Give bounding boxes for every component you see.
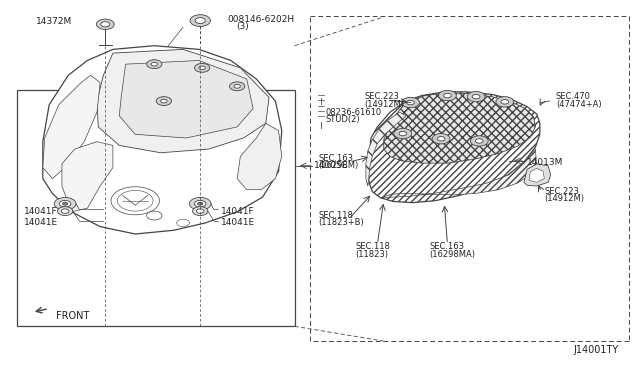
Circle shape	[432, 134, 450, 144]
Polygon shape	[369, 92, 540, 203]
Text: STUD(2): STUD(2)	[326, 115, 360, 124]
Polygon shape	[43, 75, 100, 179]
Text: SEC.163: SEC.163	[429, 243, 465, 251]
Circle shape	[198, 202, 203, 205]
Text: 14005E: 14005E	[314, 161, 348, 170]
Circle shape	[438, 90, 456, 101]
Text: (47474+A): (47474+A)	[556, 100, 602, 109]
Circle shape	[230, 82, 245, 91]
Text: 14372M: 14372M	[36, 17, 73, 26]
Circle shape	[467, 92, 485, 102]
Circle shape	[501, 100, 509, 104]
Polygon shape	[237, 123, 282, 190]
Circle shape	[394, 128, 412, 139]
Circle shape	[437, 137, 445, 141]
Text: J14001TY: J14001TY	[573, 345, 618, 355]
Text: (11823+B): (11823+B)	[319, 218, 364, 227]
Text: FRONT: FRONT	[56, 311, 89, 321]
Polygon shape	[524, 164, 550, 186]
Text: 14013M: 14013M	[527, 157, 563, 167]
Text: (14912M): (14912M)	[544, 195, 584, 203]
Circle shape	[111, 187, 159, 215]
Circle shape	[472, 94, 480, 99]
Circle shape	[151, 62, 157, 66]
Circle shape	[100, 22, 109, 27]
Polygon shape	[119, 61, 253, 138]
Polygon shape	[529, 168, 544, 182]
Text: SEC.223: SEC.223	[544, 187, 579, 196]
Text: SEC.470: SEC.470	[556, 92, 591, 101]
Circle shape	[476, 139, 483, 143]
Circle shape	[161, 99, 167, 103]
Circle shape	[199, 66, 205, 70]
Polygon shape	[384, 93, 536, 163]
Circle shape	[147, 211, 162, 220]
Circle shape	[54, 198, 76, 210]
Text: (11823): (11823)	[355, 250, 388, 259]
Text: 14041E: 14041E	[221, 218, 255, 227]
Circle shape	[195, 17, 205, 23]
Circle shape	[401, 97, 419, 108]
Circle shape	[399, 131, 406, 136]
Circle shape	[189, 198, 211, 210]
Circle shape	[470, 136, 488, 146]
Text: 14041F: 14041F	[24, 207, 58, 217]
Text: 008146-6202H: 008146-6202H	[228, 15, 295, 23]
Circle shape	[496, 97, 514, 107]
Circle shape	[156, 97, 172, 106]
Circle shape	[61, 209, 69, 213]
Text: 14041E: 14041E	[24, 218, 58, 227]
Text: (14912M): (14912M)	[365, 100, 404, 109]
Circle shape	[190, 15, 211, 26]
Text: 08236-61610: 08236-61610	[326, 108, 382, 118]
Text: (16298M): (16298M)	[319, 161, 359, 170]
Text: (3): (3)	[236, 22, 248, 31]
Circle shape	[97, 19, 114, 29]
Text: (16298MA): (16298MA)	[429, 250, 476, 259]
Polygon shape	[62, 142, 113, 212]
Circle shape	[117, 190, 153, 211]
Polygon shape	[97, 49, 269, 153]
Circle shape	[234, 84, 241, 88]
Polygon shape	[366, 112, 406, 186]
Circle shape	[63, 202, 68, 205]
Polygon shape	[43, 46, 282, 234]
Circle shape	[196, 209, 204, 213]
Circle shape	[193, 207, 208, 215]
Circle shape	[58, 207, 73, 215]
Circle shape	[444, 93, 451, 98]
Text: SEC.118: SEC.118	[319, 211, 354, 220]
Text: SEC.118: SEC.118	[355, 243, 390, 251]
Circle shape	[195, 201, 206, 207]
Text: SEC.223: SEC.223	[365, 92, 399, 101]
Polygon shape	[381, 149, 537, 198]
Circle shape	[147, 60, 162, 68]
Bar	[17, 90, 294, 326]
Circle shape	[195, 63, 210, 72]
Circle shape	[60, 201, 71, 207]
Circle shape	[177, 219, 189, 227]
Circle shape	[406, 100, 414, 105]
Text: SEC.163: SEC.163	[319, 154, 354, 163]
Text: 14041F: 14041F	[221, 207, 255, 217]
